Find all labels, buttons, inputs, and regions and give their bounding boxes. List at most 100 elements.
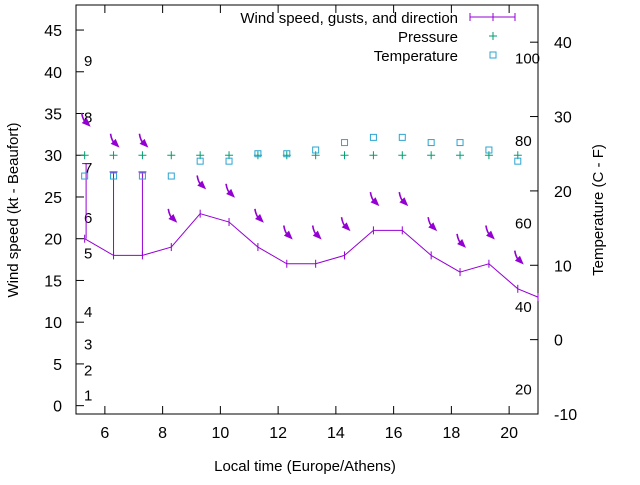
legend-label-temperature: Temperature [374,48,458,65]
y-right-tick-label: 30 [554,110,572,127]
temperature-point [225,157,233,165]
beaufort-label: 9 [84,53,92,70]
temperature-point [485,146,493,154]
arrow-head [370,197,380,207]
wind-direction-arrow [340,217,351,232]
x-axis-title: Local time (Europe/Athens) [214,458,396,475]
arrow-head [428,222,438,232]
y-right-tick-label: 40 [554,35,572,52]
y-left-tick-label: 35 [44,107,62,124]
wind-direction-arrow [369,192,380,207]
wind-direction-arrow [513,250,524,265]
arrow-head [341,222,351,232]
temperature-point [81,172,89,180]
arrow-head [457,239,466,248]
plot-marks: 1 2 3 4 5 6 7 8 9 20 40 60 80 100 [80,51,540,405]
arrow-head [399,197,409,207]
y-left-tick-label: 40 [44,65,62,82]
y-right-tick-label: 0 [554,333,563,350]
arrow-head [255,213,264,223]
y-right-tick-label: -10 [554,407,577,424]
arrow-head [486,230,495,240]
temperature-point [138,172,146,180]
temperature-point [398,133,406,141]
x-tick-label: 8 [158,425,167,442]
legend-swatch-temperature [489,51,497,59]
y-axis-title-right: Temperature (C - F) [590,144,607,276]
beaufort-label: 4 [84,304,92,321]
fahrenheit-label: 40 [515,299,532,316]
temperature-point [254,150,262,158]
y-left-tick-label: 25 [44,190,62,207]
arrow-head [312,230,322,240]
wind-direction-arrow [282,225,293,240]
fahrenheit-label: 100 [515,51,540,68]
fahrenheit-label: 20 [515,381,532,398]
temperature-point [341,139,349,147]
temperature-point [283,150,291,158]
y-left-tick-label: 10 [44,315,62,332]
temperature-point [196,157,204,165]
temperature-point [514,157,522,165]
y-left-tick-label: 20 [44,232,62,249]
y-right-tick-label: 20 [554,184,572,201]
arrow-head [110,138,120,148]
fahrenheit-label: 80 [515,133,532,150]
y-right-tick-label: 10 [554,258,572,275]
arrow-head [283,230,293,240]
x-tick-label: 16 [385,425,403,442]
beaufort-label: 1 [84,388,92,405]
wind-direction-arrow [167,208,178,223]
y-left-tick-label: 15 [44,273,62,290]
temperature-point [369,133,377,141]
wind-direction-arrow [138,133,149,148]
beaufort-label: 6 [84,210,92,227]
x-tick-label: 18 [442,425,460,442]
beaufort-label: 5 [84,246,92,263]
wind-direction-arrow [311,225,322,240]
arrow-head [139,138,149,148]
temperature-point [312,146,320,154]
x-tick-label: 12 [269,425,287,442]
legend-label-wind: Wind speed, gusts, and direction [240,10,458,27]
arrow-head [197,180,207,190]
plot-frame: 6 8 10 12 14 16 18 20051015202530354045-1001020… [44,4,577,442]
y-left-tick-label: 30 [44,148,62,165]
x-tick-label: 20 [500,425,518,442]
wind-direction-arrow [196,175,207,190]
wind-direction-arrow [254,208,264,223]
wind-speed-line [84,213,539,298]
arrow-head [514,255,524,265]
y-left-tick-label: 45 [44,23,62,40]
wind-direction-arrow [456,233,466,248]
arrow-head [226,188,235,198]
wind-direction-arrow [427,217,438,232]
wind-direction-arrow [398,192,409,207]
x-tick-label: 14 [327,425,345,442]
beaufort-label: 3 [84,337,92,354]
temperature-point [427,139,435,147]
y-axis-title-left: Wind speed (kt - Beaufort) [5,122,22,297]
temperature-point [456,139,464,147]
temperature-point [110,172,118,180]
legend-label-pressure: Pressure [398,29,458,46]
wind-direction-arrow [109,133,120,148]
beaufort-label: 8 [84,110,92,127]
x-tick-label: 6 [100,425,109,442]
beaufort-label: 2 [84,363,92,380]
plot-border [75,4,539,415]
arrow-head [81,117,91,127]
wind-direction-arrow [80,112,91,127]
wind-direction-arrow [485,225,495,240]
beaufort-label: 7 [84,160,92,177]
fahrenheit-label: 60 [515,216,532,233]
legend: Wind speed, gusts, and direction Pressur… [240,10,516,65]
y-left-tick-label: 0 [53,399,62,416]
wind-direction-arrow [225,183,235,198]
arrow-head [168,213,178,223]
temperature-point [167,172,175,180]
x-tick-label: 10 [211,425,229,442]
y-left-tick-label: 5 [53,357,62,374]
